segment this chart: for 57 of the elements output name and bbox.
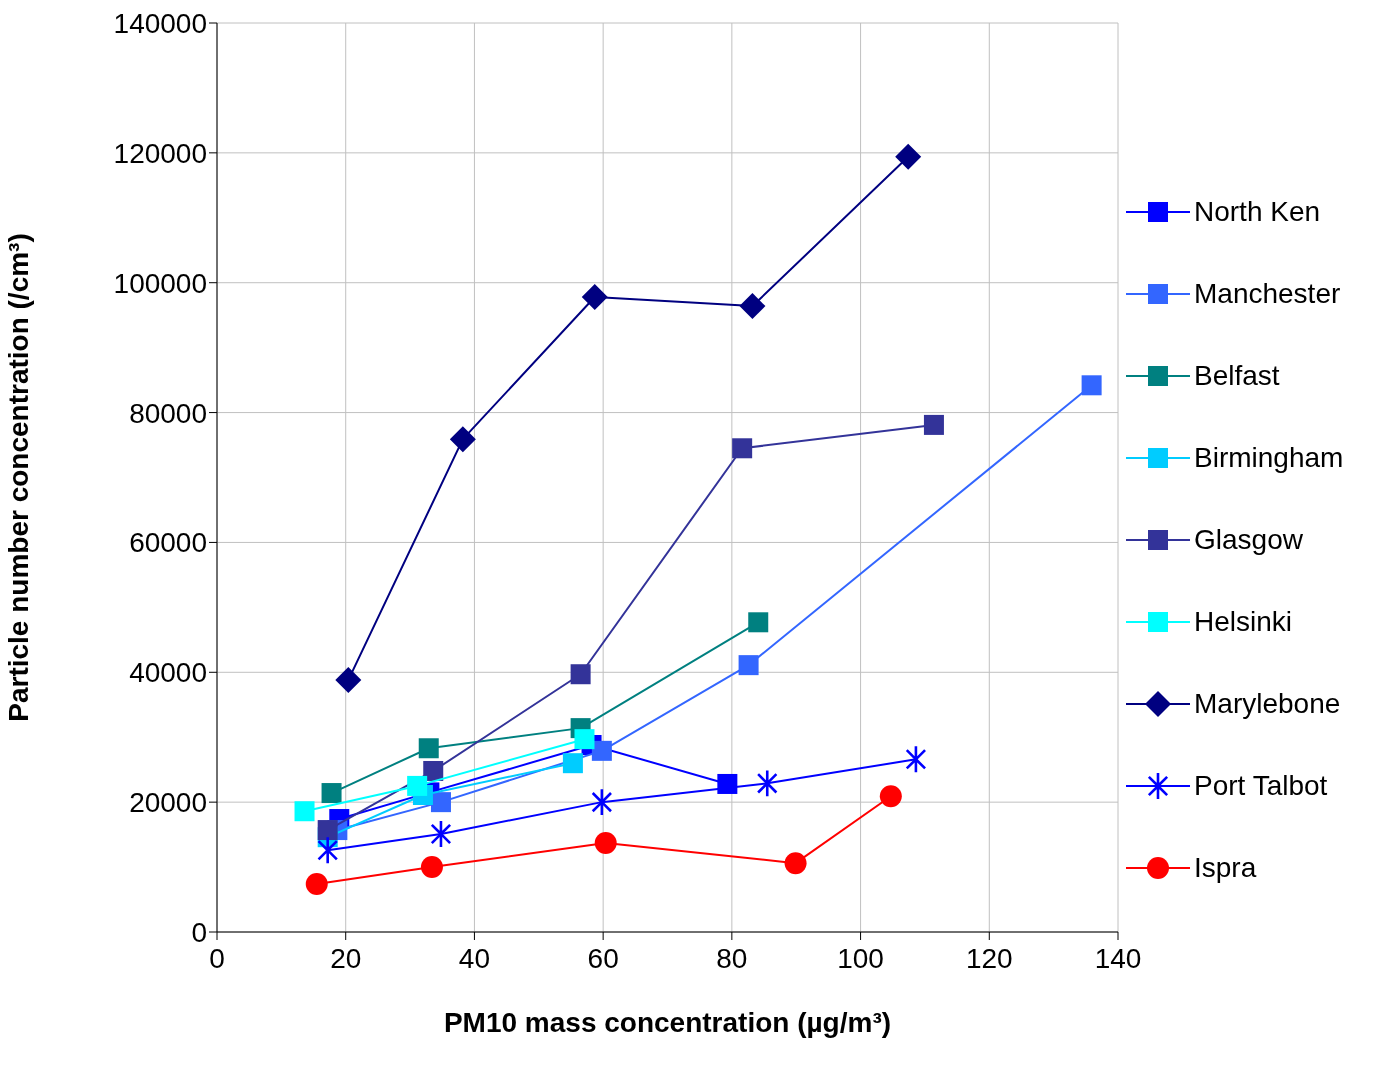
y-tick-label: 60000: [129, 527, 207, 559]
point: [784, 852, 807, 875]
point: [738, 655, 759, 676]
y-tick-label: 140000: [113, 7, 207, 39]
point: [294, 801, 315, 822]
point: [305, 872, 328, 895]
point: [895, 143, 922, 170]
x-tick-label: 100: [837, 942, 884, 974]
y-tick-label: 80000: [129, 397, 207, 429]
point: [581, 284, 608, 310]
x-tick-label: 140: [1094, 942, 1142, 974]
point: [562, 753, 583, 774]
point: [717, 773, 738, 794]
legend-label: Birmingham: [1194, 442, 1344, 474]
point: [574, 729, 595, 750]
point: [591, 740, 612, 761]
legend-label: Port Talbot: [1194, 770, 1328, 802]
legend-label: Ispra: [1194, 852, 1257, 884]
point: [317, 837, 338, 864]
point: [420, 856, 443, 879]
y-tick-label: 20000: [129, 787, 207, 819]
x-tick-label: 120: [965, 942, 1013, 974]
point: [430, 792, 451, 813]
point: [335, 667, 362, 694]
point: [321, 783, 342, 804]
point: [317, 820, 338, 841]
point: [732, 438, 753, 459]
point: [418, 738, 439, 759]
legend-label: Marylebone: [1194, 688, 1341, 720]
point: [591, 789, 612, 816]
point: [407, 775, 428, 796]
y-axis-title: Particle number concentration (/cm³): [2, 233, 34, 722]
point: [905, 746, 926, 773]
legend-label: Belfast: [1194, 360, 1280, 392]
legend-label: Helsinki: [1194, 606, 1293, 638]
y-tick-label: 100000: [113, 267, 207, 299]
y-tick-label: 120000: [113, 137, 207, 169]
legend-label: Manchester: [1194, 278, 1341, 310]
point: [1081, 375, 1102, 396]
point: [748, 612, 769, 633]
point: [570, 664, 591, 685]
x-tick-label: 40: [458, 942, 491, 974]
x-tick-label: 80: [716, 942, 748, 974]
point: [739, 293, 766, 320]
point: [757, 770, 778, 797]
x-tick-label: 60: [587, 942, 619, 974]
point: [423, 760, 444, 781]
legend-label: Glasgow: [1194, 524, 1303, 556]
point: [449, 426, 476, 453]
point: [594, 832, 617, 855]
x-tick-label: 20: [330, 942, 362, 974]
y-tick-label: 40000: [129, 657, 207, 689]
y-tick-label: 0: [191, 916, 207, 948]
legend-label: North Ken: [1194, 196, 1321, 228]
point: [923, 414, 944, 435]
point: [879, 785, 902, 808]
x-axis-title: PM10 mass concentration (µg/m³): [443, 1007, 892, 1038]
